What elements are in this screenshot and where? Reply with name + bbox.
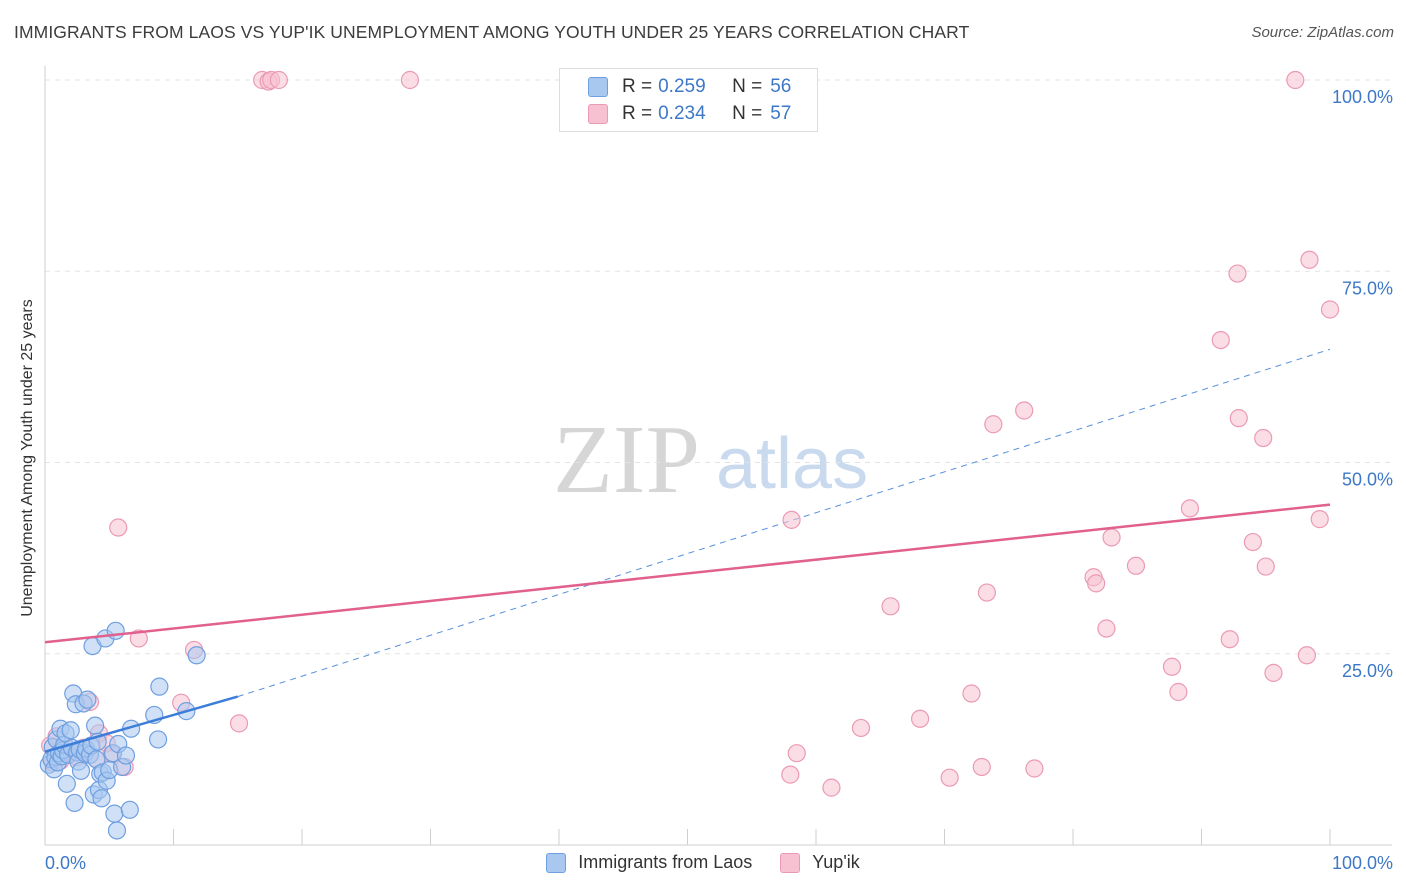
y-tick-label: 25.0%	[1342, 661, 1393, 681]
yupik-point	[1310, 510, 1329, 529]
watermark-atlas: atlas	[716, 424, 868, 504]
laos-point	[116, 746, 136, 765]
yupik-trend-line	[44, 503, 1331, 644]
yupik-point	[1297, 646, 1316, 665]
laos-legend-swatch	[546, 852, 567, 873]
yupik-point	[1211, 331, 1230, 350]
legend-n-value: 57	[770, 103, 792, 124]
legend-r-label: R =	[622, 76, 653, 97]
yupik-point	[1254, 428, 1273, 448]
yupik-point	[984, 415, 1003, 434]
yupik-legend-swatch	[780, 852, 801, 873]
yupik-point	[1220, 630, 1239, 649]
laos-point	[105, 804, 124, 823]
yupik-point	[1300, 250, 1319, 269]
laos-point	[92, 789, 111, 808]
legend-r-label: R =	[622, 103, 653, 124]
yupik-point	[977, 583, 997, 602]
yupik-point	[962, 684, 981, 703]
yupik-point	[1126, 556, 1146, 575]
laos-point	[78, 690, 97, 709]
yupik-point	[1015, 401, 1034, 420]
laos-point	[65, 793, 84, 813]
trend-lines	[44, 503, 1331, 753]
yupik-point	[400, 70, 420, 90]
yupik-point	[1320, 300, 1340, 319]
yupik-point	[269, 70, 288, 90]
legend-row-yupik: R = 0.234 N = 57	[560, 102, 791, 126]
laos-point	[86, 716, 105, 735]
y-tick-label: 100.0%	[1332, 87, 1393, 107]
yupik-point	[1256, 557, 1275, 576]
yupik-point	[129, 629, 148, 648]
stats-legend: R = 0.259 N = 56 R = 0.234 N = 57	[559, 68, 818, 132]
laos-points	[39, 621, 206, 840]
laos-point	[71, 761, 91, 780]
yupik-point	[881, 597, 900, 616]
yupik-point	[787, 744, 806, 763]
y-tick-labels: 100.0% 75.0% 50.0% 25.0%	[1332, 87, 1393, 681]
legend-item-laos[interactable]: Immigrants from Laos	[546, 852, 752, 873]
yupik-point	[1025, 759, 1044, 778]
legend-n-label: N =	[732, 76, 763, 97]
legend-n-label: N =	[732, 103, 763, 124]
yupik-point	[1228, 264, 1247, 283]
x-tick-label: 100.0%	[1332, 853, 1393, 873]
laos-swatch	[588, 77, 608, 97]
yupik-point	[940, 768, 959, 787]
laos-point	[187, 646, 206, 665]
yupik-point	[910, 709, 930, 728]
source-credit: Source: ZipAtlas.com	[1251, 24, 1394, 41]
y-tick-label: 50.0%	[1342, 470, 1393, 490]
laos-point	[150, 677, 169, 696]
legend-r-value: 0.234	[658, 103, 706, 124]
yupik-point	[1229, 409, 1248, 428]
laos-trend-line	[44, 695, 239, 753]
laos-legend-label: Immigrants from Laos	[578, 852, 753, 872]
yupik-point	[1102, 528, 1121, 547]
yupik-swatch	[588, 104, 608, 124]
series-legend: Immigrants from Laos Yup'ik	[0, 852, 1406, 873]
yupik-point	[1087, 574, 1106, 593]
laos-point	[107, 821, 127, 840]
y-tick-label: 75.0%	[1342, 278, 1393, 298]
yupik-point	[1169, 682, 1188, 702]
yupik-point	[782, 510, 801, 529]
yupik-point	[972, 757, 991, 777]
yupik-point	[851, 718, 871, 738]
yupik-point	[1243, 532, 1263, 552]
legend-row-laos: R = 0.259 N = 56	[560, 75, 791, 99]
legend-item-yupik[interactable]: Yup'ik	[780, 852, 860, 873]
laos-point	[148, 730, 168, 749]
watermark-zip: ZIP	[553, 406, 700, 514]
laos-point	[120, 800, 139, 819]
yupik-point	[822, 778, 841, 797]
legend-r-value: 0.259	[658, 76, 706, 97]
yupik-point	[781, 765, 800, 784]
yupik-point	[1180, 499, 1200, 518]
x-tick-labels: 0.0% 100.0%	[45, 853, 1393, 873]
gridlines	[45, 79, 1392, 655]
laos-point	[106, 621, 125, 640]
x-tick-label: 0.0%	[45, 853, 86, 873]
chart-title: IMMIGRANTS FROM LAOS VS YUP'IK UNEMPLOYM…	[14, 22, 970, 42]
yupik-point	[1264, 663, 1283, 682]
yupik-point	[229, 714, 249, 733]
yupik-point	[109, 518, 128, 537]
axes	[44, 66, 1392, 846]
yupik-point	[1162, 657, 1182, 676]
yupik-legend-label: Yup'ik	[812, 852, 860, 872]
yupik-point	[1097, 619, 1116, 638]
yupik-point	[1286, 70, 1305, 90]
laos-point	[57, 774, 76, 793]
watermark: ZIP atlas	[553, 406, 868, 514]
legend-n-value: 56	[770, 76, 792, 97]
laos-point	[61, 721, 80, 740]
